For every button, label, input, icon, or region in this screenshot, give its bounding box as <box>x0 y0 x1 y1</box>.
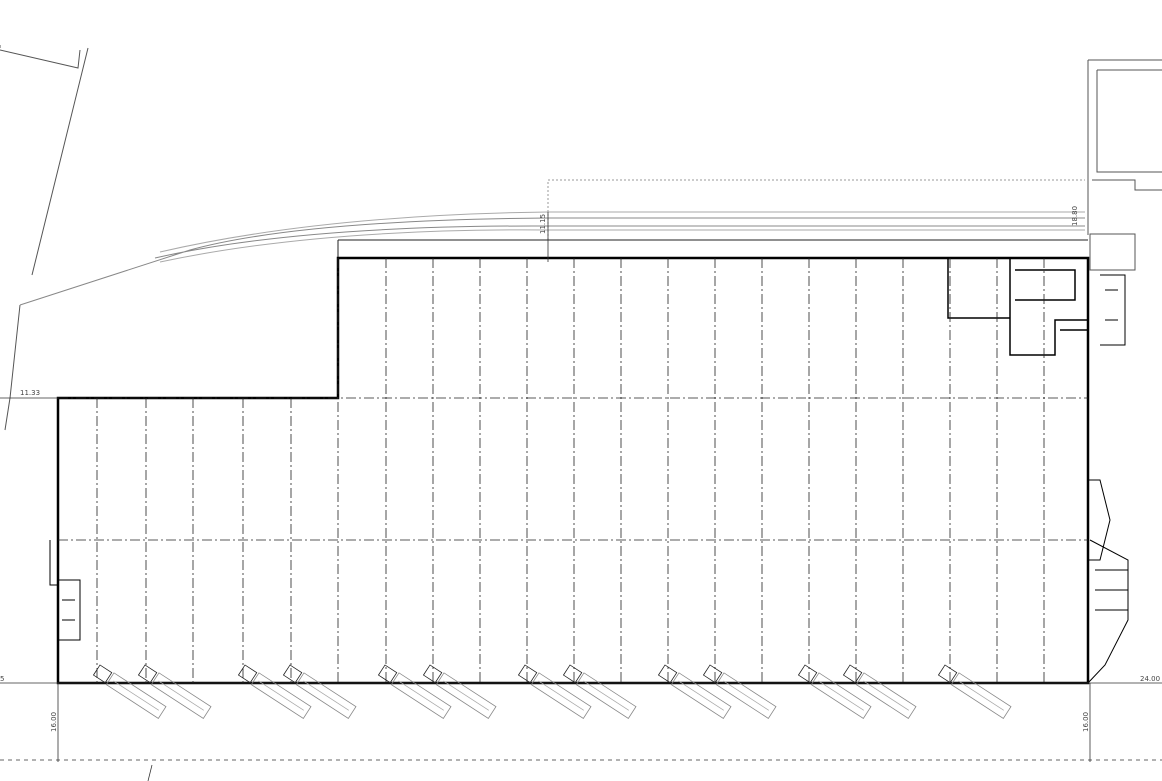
wall-line <box>337 239 1088 258</box>
neighbor-building <box>1087 59 1162 235</box>
office-block <box>947 258 1088 356</box>
truck <box>422 664 497 719</box>
dim-bottom-left-cut: 5 <box>0 675 4 683</box>
truck <box>517 664 592 719</box>
truck <box>377 664 452 719</box>
truck <box>137 664 212 719</box>
rail-track <box>159 211 1085 263</box>
truck <box>282 664 357 719</box>
dim-left-offset: 11.33 <box>20 389 40 397</box>
yard-fence <box>547 179 1085 240</box>
truck <box>562 664 637 719</box>
truck <box>797 664 872 719</box>
dim-right-top-offset: 18.80 <box>1071 206 1079 226</box>
site-boundary-top-left <box>0 45 89 276</box>
gatehouse <box>1089 233 1136 271</box>
access-road <box>19 217 1085 306</box>
dim-top-offset: 11.15 <box>539 214 547 234</box>
dim-bottom-right-depth: 16.00 <box>1082 712 1090 732</box>
building-outline <box>56 256 1090 685</box>
dim-bottom-left-depth: 16.00 <box>50 712 58 732</box>
truck <box>842 664 917 719</box>
truck <box>937 664 1012 719</box>
north-tick <box>147 764 153 781</box>
truck <box>657 664 732 719</box>
annex-right-stairs <box>1100 274 1126 346</box>
truck <box>92 664 167 719</box>
dim-bottom-right-span: 24.00 <box>1140 675 1160 683</box>
site-boundary-left <box>4 304 21 431</box>
dimension-line-left <box>0 397 59 762</box>
left-annex <box>49 540 81 641</box>
truck <box>702 664 777 719</box>
right-ramp <box>1087 479 1129 684</box>
truck <box>237 664 312 719</box>
